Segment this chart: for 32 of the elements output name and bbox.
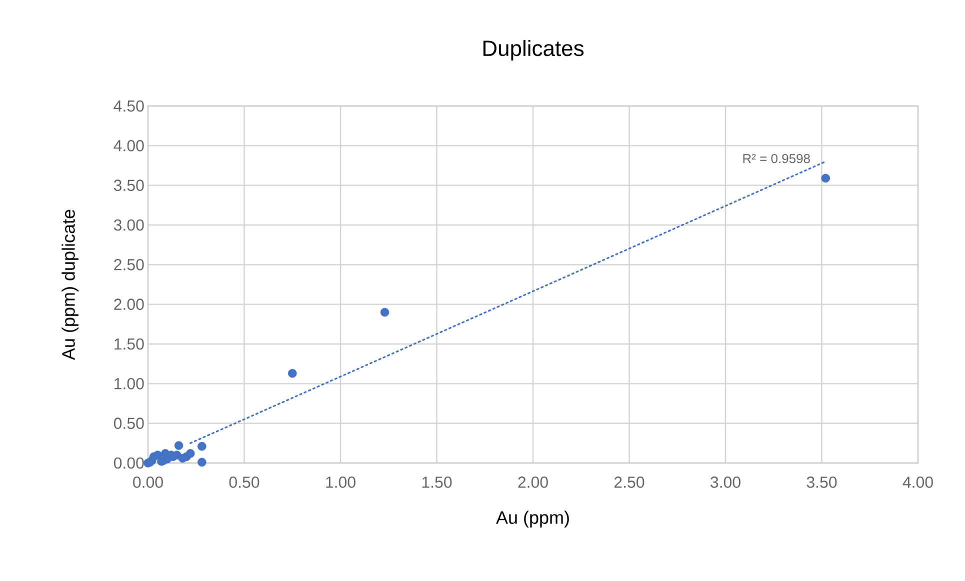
x-tick-label: 0.00 [133, 476, 163, 488]
annotation: R² = 0.9598 [743, 154, 810, 164]
y-tick-label: 4.00 [114, 140, 144, 152]
point [198, 442, 206, 451]
y-tick-label: 1.50 [114, 338, 144, 350]
y-tick-label: 3.50 [114, 180, 144, 191]
x-tick-label: 3.50 [806, 476, 837, 488]
point [178, 454, 188, 463]
point [288, 368, 297, 378]
point [821, 174, 830, 183]
y-tick-label: 3.00 [114, 219, 144, 231]
x-tick-label: 4.00 [902, 476, 933, 488]
y-tick-label: 0.00 [114, 457, 144, 469]
y-tick-label: 2.00 [114, 298, 144, 310]
x-axis-title: Au (ppm) [496, 510, 569, 528]
point [149, 452, 158, 462]
chart-title: Duplicates [483, 40, 584, 60]
y-tick-label: 2.50 [114, 259, 144, 270]
point [380, 308, 390, 317]
x-tick-label: 2.50 [614, 476, 644, 488]
y-axis-title: Au (ppm) duplicate [62, 210, 78, 360]
x-tick-label: 1.50 [422, 476, 452, 488]
y-tick-label: 4.50 [114, 100, 144, 112]
x-tick-label: 0.50 [229, 476, 260, 488]
x-tick-label: 2.00 [518, 476, 548, 488]
x-tick-label: 1.00 [326, 476, 356, 488]
x-tick-label: 3.00 [710, 476, 740, 488]
y-tick-label: 1.00 [114, 378, 144, 390]
point [186, 449, 195, 458]
y-tick-label: 0.50 [114, 418, 144, 429]
point [174, 441, 184, 450]
point [198, 458, 206, 467]
